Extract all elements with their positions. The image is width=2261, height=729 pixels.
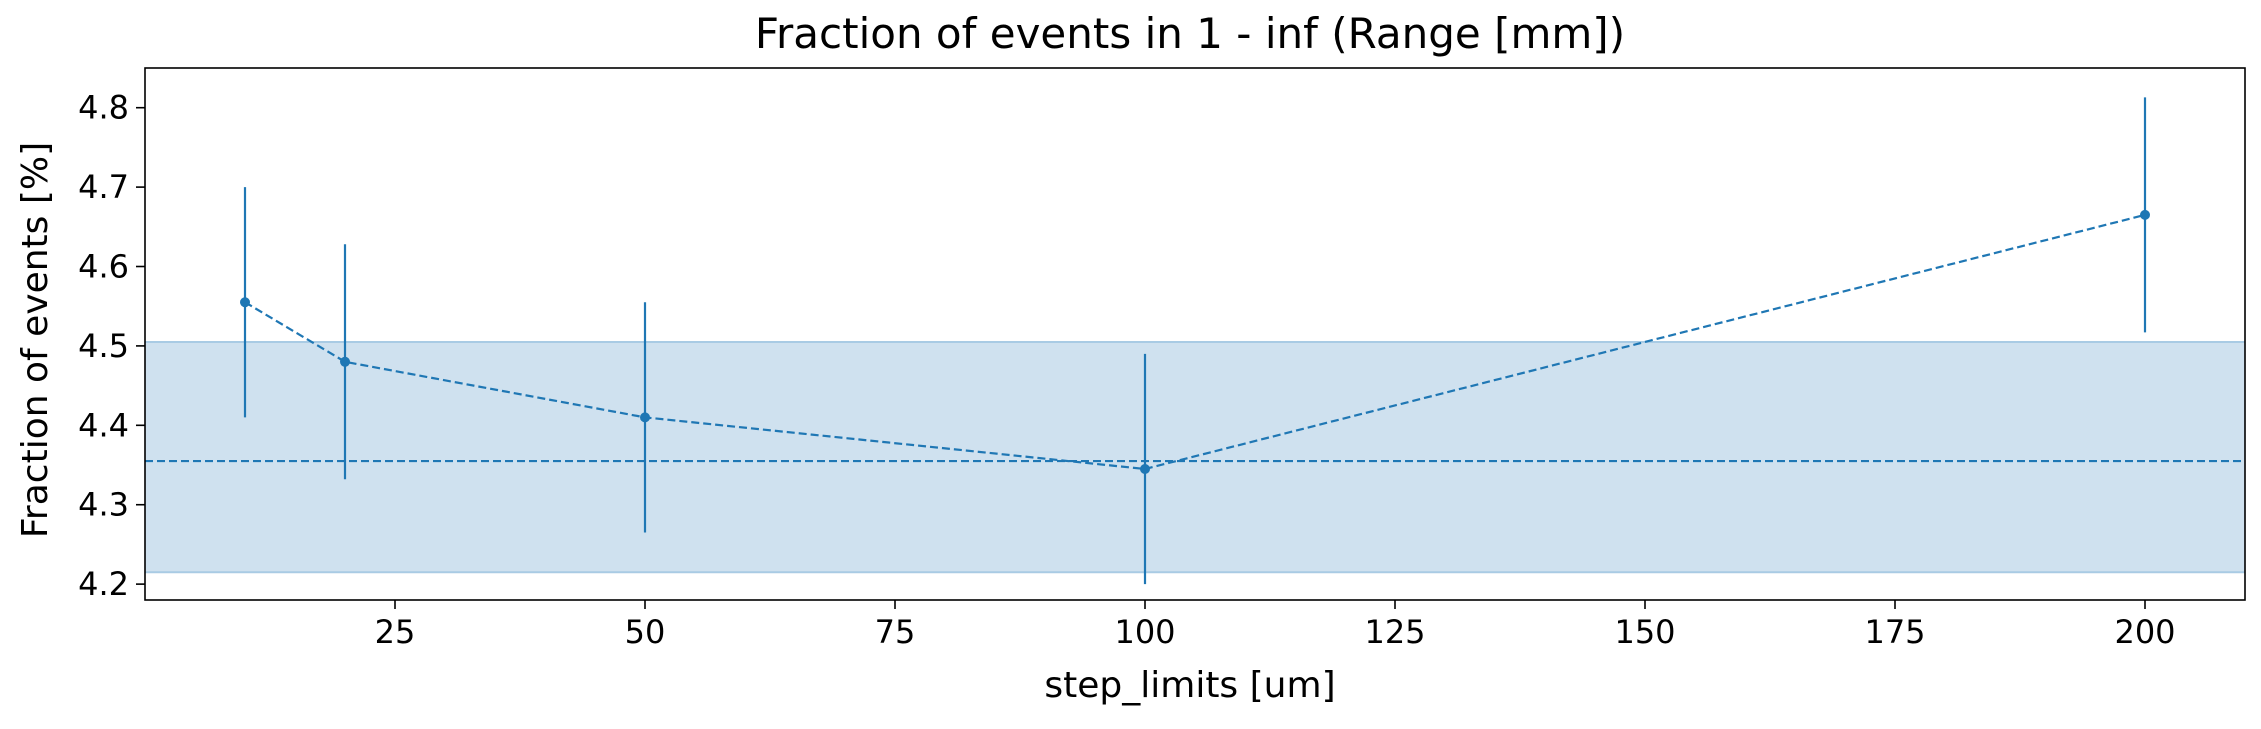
data-point xyxy=(2140,209,2150,220)
y-tick-label: 4.2 xyxy=(78,565,129,603)
x-tick-label: 50 xyxy=(625,613,666,651)
x-axis-ticks: 25 50 75 100 125 150 175 200 xyxy=(375,600,2176,651)
data-point xyxy=(240,297,250,308)
y-axis-ticks: 4.2 4.3 4.4 4.5 4.6 4.7 4.8 xyxy=(78,89,145,603)
data-point xyxy=(640,412,650,423)
x-tick-label: 150 xyxy=(1614,613,1675,651)
y-tick-label: 4.7 xyxy=(78,168,129,206)
x-axis-label: step_limits [um] xyxy=(1044,665,1335,706)
data-point xyxy=(1140,463,1150,474)
series-layer xyxy=(240,97,2150,585)
y-tick-label: 4.5 xyxy=(78,327,129,365)
x-tick-label: 100 xyxy=(1114,613,1175,651)
y-tick-label: 4.4 xyxy=(78,406,129,444)
x-tick-label: 125 xyxy=(1364,613,1425,651)
y-tick-label: 4.8 xyxy=(78,89,129,127)
data-point xyxy=(340,356,350,367)
y-tick-label: 4.6 xyxy=(78,248,129,286)
x-tick-label: 75 xyxy=(875,613,916,651)
y-axis-label: Fraction of events [%] xyxy=(15,142,56,538)
x-tick-label: 200 xyxy=(2114,613,2175,651)
y-tick-label: 4.3 xyxy=(78,486,129,524)
x-tick-label: 25 xyxy=(375,613,416,651)
plot-frame xyxy=(144,67,2246,601)
x-tick-label: 175 xyxy=(1864,613,1925,651)
chart-title: Fraction of events in 1 - inf (Range [mm… xyxy=(755,9,1625,58)
